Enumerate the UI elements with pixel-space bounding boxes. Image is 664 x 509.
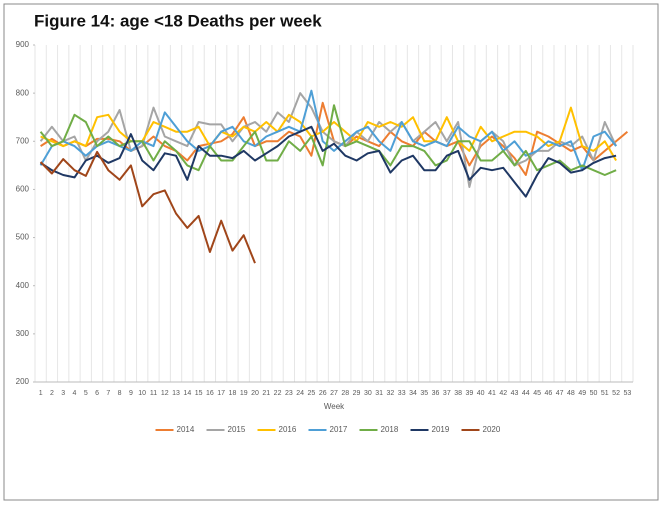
y-tick-label: 500	[16, 233, 30, 242]
x-tick-label: 9	[129, 390, 133, 397]
series-line	[39, 150, 256, 264]
legend-label: 2014	[177, 425, 195, 434]
x-tick-label: 15	[195, 390, 203, 397]
x-tick-label: 43	[511, 390, 519, 397]
x-tick-label: 3	[61, 390, 65, 397]
x-tick-label: 14	[183, 390, 191, 397]
chart-title: Figure 14: age <18 Deaths per week	[34, 11, 322, 30]
y-tick-label: 200	[16, 377, 30, 386]
x-tick-label: 21	[262, 390, 270, 397]
x-tick-label: 22	[274, 390, 282, 397]
x-tick-label: 28	[341, 390, 349, 397]
x-tick-label: 42	[499, 390, 507, 397]
x-tick-label: 25	[308, 390, 316, 397]
legend-label: 2017	[330, 425, 348, 434]
x-tick-label: 7	[106, 390, 110, 397]
x-axis-label: Week	[324, 402, 345, 411]
x-tick-label: 29	[353, 390, 361, 397]
legend-label: 2015	[228, 425, 246, 434]
x-tick-label: 12	[161, 390, 169, 397]
x-tick-label: 47	[556, 390, 564, 397]
x-tick-label: 30	[364, 390, 372, 397]
x-tick-label: 34	[409, 390, 417, 397]
x-tick-label: 45	[533, 390, 541, 397]
y-tick-label: 400	[16, 281, 30, 290]
x-tick-label: 46	[544, 390, 552, 397]
x-tick-label: 19	[240, 390, 248, 397]
x-tick-label: 41	[488, 390, 496, 397]
x-tick-label: 38	[454, 390, 462, 397]
x-tick-label: 32	[387, 390, 395, 397]
x-tick-label: 37	[443, 390, 451, 397]
x-tick-label: 44	[522, 390, 530, 397]
x-tick-label: 26	[319, 390, 327, 397]
series-line	[40, 125, 617, 198]
x-tick-label: 20	[251, 390, 259, 397]
x-tick-label: 18	[229, 390, 237, 397]
x-tick-label: 35	[420, 390, 428, 397]
x-tick-label: 23	[285, 390, 293, 397]
x-tick-label: 51	[601, 390, 609, 397]
x-tick-label: 50	[590, 390, 598, 397]
legend-label: 2019	[432, 425, 450, 434]
y-tick-label: 800	[16, 88, 30, 97]
y-tick-label: 300	[16, 329, 30, 338]
x-tick-label: 11	[150, 390, 157, 397]
x-tick-label: 49	[578, 390, 586, 397]
x-tick-label: 13	[172, 390, 180, 397]
x-tick-label: 2	[50, 390, 54, 397]
x-tick-label: 16	[206, 390, 214, 397]
series-line	[39, 104, 617, 176]
x-tick-label: 52	[612, 390, 620, 397]
chart-border	[3, 3, 659, 501]
y-tick-label: 900	[16, 40, 30, 49]
legend-label: 2016	[279, 425, 297, 434]
x-tick-label: 8	[118, 390, 122, 397]
x-tick-label: 48	[567, 390, 575, 397]
x-tick-label: 10	[138, 390, 146, 397]
x-tick-label: 1	[39, 390, 43, 397]
x-tick-label: 4	[73, 390, 77, 397]
x-tick-label: 36	[432, 390, 440, 397]
x-tick-label: 31	[375, 390, 383, 397]
y-tick-label: 700	[16, 136, 30, 145]
x-tick-label: 24	[296, 390, 304, 397]
legend-label: 2018	[381, 425, 399, 434]
x-tick-label: 53	[623, 390, 631, 397]
legend-label: 2020	[483, 425, 501, 434]
x-tick-label: 6	[95, 390, 99, 397]
x-tick-label: 39	[465, 390, 473, 397]
x-tick-label: 33	[398, 390, 406, 397]
y-tick-label: 600	[16, 185, 30, 194]
x-tick-label: 17	[217, 390, 225, 397]
x-tick-label: 40	[477, 390, 485, 397]
x-tick-label: 27	[330, 390, 338, 397]
x-tick-label: 5	[84, 390, 88, 397]
